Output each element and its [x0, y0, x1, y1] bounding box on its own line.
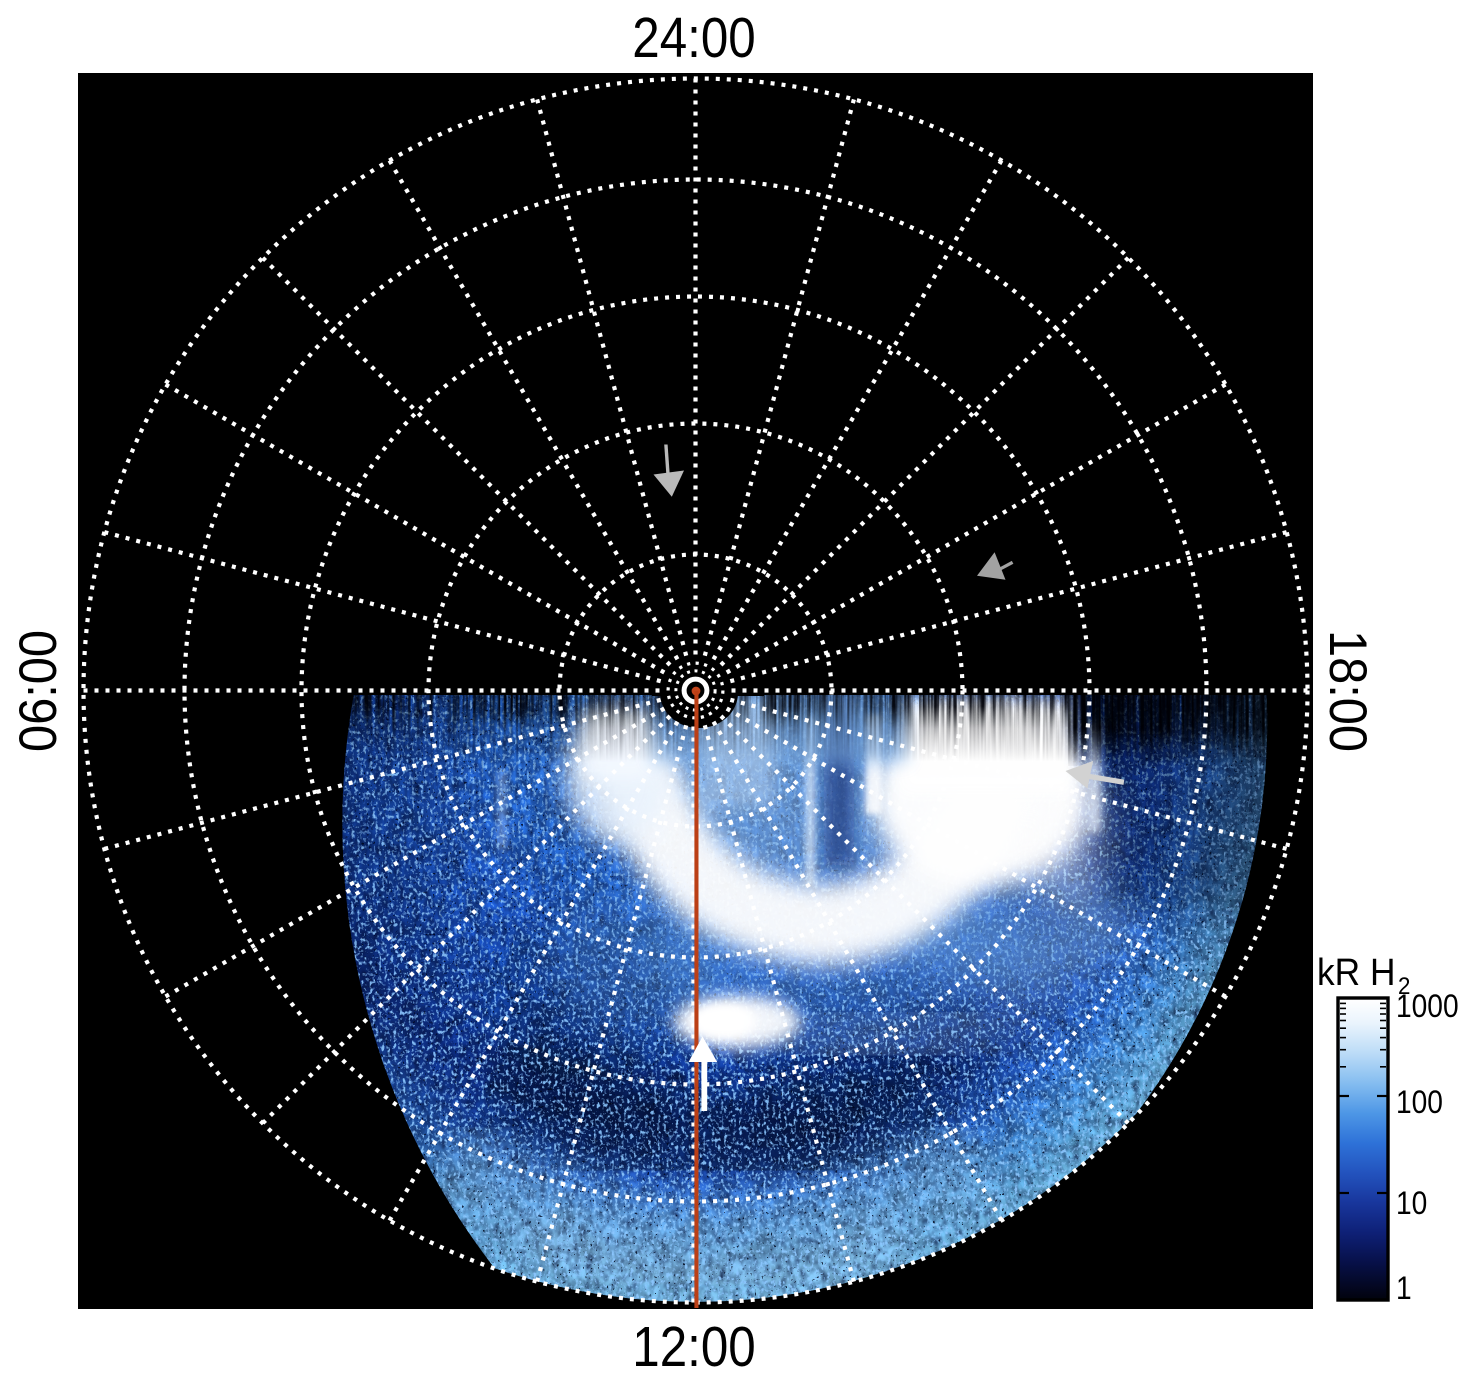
svg-text:24:00: 24:00 — [632, 7, 755, 70]
svg-text:100: 100 — [1396, 1085, 1443, 1120]
svg-text:12:00: 12:00 — [632, 1316, 755, 1379]
svg-text:2: 2 — [1398, 972, 1410, 999]
svg-text:18:00: 18:00 — [1319, 630, 1378, 752]
svg-text:10: 10 — [1396, 1186, 1427, 1221]
svg-text:kR H: kR H — [1317, 951, 1396, 993]
svg-text:1: 1 — [1396, 1271, 1412, 1306]
svg-text:1000: 1000 — [1396, 989, 1459, 1024]
svg-text:06:00: 06:00 — [8, 630, 67, 752]
